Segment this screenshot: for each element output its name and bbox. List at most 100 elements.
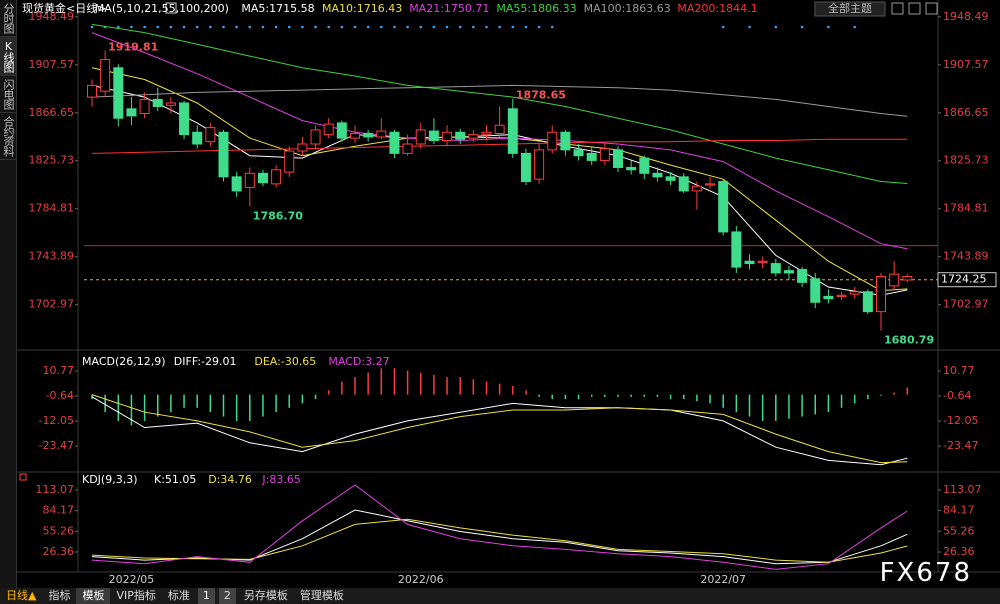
candle-body <box>257 172 268 184</box>
event-dot <box>117 25 120 29</box>
event-dot <box>274 25 278 29</box>
event-dot <box>222 25 225 29</box>
candle-body <box>192 131 203 145</box>
event-dot <box>195 25 199 29</box>
candle-body <box>455 131 466 140</box>
candle-body <box>626 166 637 171</box>
candle-body <box>297 143 308 152</box>
y-tick-label: 1907.57 <box>943 58 989 71</box>
candle-body <box>494 124 505 134</box>
candle-body <box>902 275 913 281</box>
background <box>0 0 1000 588</box>
y-tick-label: 55.26 <box>43 524 75 537</box>
y-tick-label: -23.47 <box>943 439 978 452</box>
y-tick-label: 1743.89 <box>29 250 75 263</box>
candle-body <box>889 273 900 287</box>
candle-body <box>810 278 821 303</box>
event-dot <box>90 25 94 29</box>
candle-body <box>402 143 413 154</box>
candle-body <box>100 59 111 92</box>
sidebar-tab[interactable]: 合约资料 <box>0 113 16 160</box>
legend-entry: J:83.65 <box>261 473 300 486</box>
panel-title: 现货黄金<日线> <box>22 1 106 15</box>
y-tick-label: 113.07 <box>943 483 982 496</box>
candle-body <box>442 131 453 141</box>
candle-body <box>481 131 492 136</box>
last-price-label: 1724.25 <box>941 273 987 286</box>
event-dot <box>366 25 370 29</box>
indicator-line <box>91 484 908 570</box>
y-tick-label: 26.36 <box>943 545 975 558</box>
event-dot <box>485 25 488 29</box>
toolbar-item[interactable]: 指标 <box>48 589 71 602</box>
icon[interactable] <box>908 2 921 15</box>
icon[interactable] <box>925 2 938 15</box>
event-dot <box>393 25 396 29</box>
toolbar-item[interactable]: 管理模板 <box>299 589 344 602</box>
y-tick-label: 1866.65 <box>29 106 75 119</box>
candle-body <box>113 67 124 119</box>
panel-icon <box>19 473 27 481</box>
toolbar-item[interactable]: 另存模板 <box>243 589 288 602</box>
x-tick-label: 2022/05 <box>109 573 155 586</box>
theme-button[interactable] <box>814 1 886 17</box>
event-dot <box>511 25 515 29</box>
legend-entry: K:51.05 <box>154 473 196 486</box>
event-dot <box>248 25 252 29</box>
legend-entry: MA55:1806.33 <box>496 2 576 15</box>
candle-body <box>534 149 545 180</box>
icon[interactable] <box>891 2 904 15</box>
indicator-line <box>91 84 908 117</box>
sidebar-tab[interactable]: K线图 <box>0 37 16 76</box>
candle-body <box>271 169 282 185</box>
candle-body <box>428 130 439 141</box>
event-dot <box>537 25 541 29</box>
panel-title: KDJ(9,3,3) <box>82 473 138 486</box>
event-dot <box>314 25 317 29</box>
event-dot <box>550 25 554 29</box>
candle-body <box>836 294 847 297</box>
x-tick-label: 2022/07 <box>700 573 746 586</box>
candle-body <box>862 291 873 313</box>
y-tick-label: 113.07 <box>36 483 75 496</box>
indicator-label: MA(5,10,21,55,100,200) <box>95 2 229 15</box>
indicator-line <box>91 396 908 466</box>
sidebar-tab[interactable]: 分时图 <box>0 0 16 37</box>
candle-body <box>323 123 334 136</box>
candle-body <box>415 129 426 145</box>
event-dot <box>432 25 436 29</box>
toolbar-item[interactable]: 模板 <box>76 588 111 604</box>
candle-body <box>613 149 623 168</box>
y-tick-label: 1743.89 <box>943 250 989 263</box>
y-tick-label: 1784.81 <box>943 202 989 215</box>
candle-body <box>586 152 597 161</box>
candle-body <box>665 176 676 181</box>
toolbar-item[interactable]: 1 <box>197 588 215 604</box>
event-dot <box>827 25 830 29</box>
period-button[interactable]: 日线▲ <box>6 589 37 602</box>
toolbar-item[interactable]: 标准 <box>167 589 190 602</box>
candle-body <box>87 84 97 98</box>
event-dot <box>130 25 133 29</box>
y-tick-label: 1948.49 <box>29 10 75 23</box>
legend-entry: MA21:1750.71 <box>409 2 489 15</box>
y-tick-label: -12.05 <box>39 414 74 427</box>
y-tick-label: 55.26 <box>943 524 975 537</box>
event-dot <box>340 25 344 29</box>
indicator-line <box>91 394 908 464</box>
event-dot <box>472 25 475 29</box>
event-dot <box>209 25 212 29</box>
event-dot <box>748 25 751 29</box>
sidebar-tab[interactable]: 闪电图 <box>0 76 16 113</box>
theme-button-label[interactable]: 全部主题 <box>828 1 872 15</box>
toolbar-item[interactable]: 2 <box>218 588 236 604</box>
event-dot <box>524 25 528 29</box>
toolbar-item[interactable]: VIP指标 <box>116 589 156 602</box>
y-tick-label: 1948.49 <box>943 10 989 23</box>
y-tick-label: 1784.81 <box>29 202 75 215</box>
indicator-icon[interactable] <box>165 2 177 14</box>
event-dot <box>182 25 186 29</box>
candle-body <box>770 263 781 274</box>
candle-body <box>284 150 295 173</box>
price-annotation: 1878.65 <box>516 89 566 102</box>
